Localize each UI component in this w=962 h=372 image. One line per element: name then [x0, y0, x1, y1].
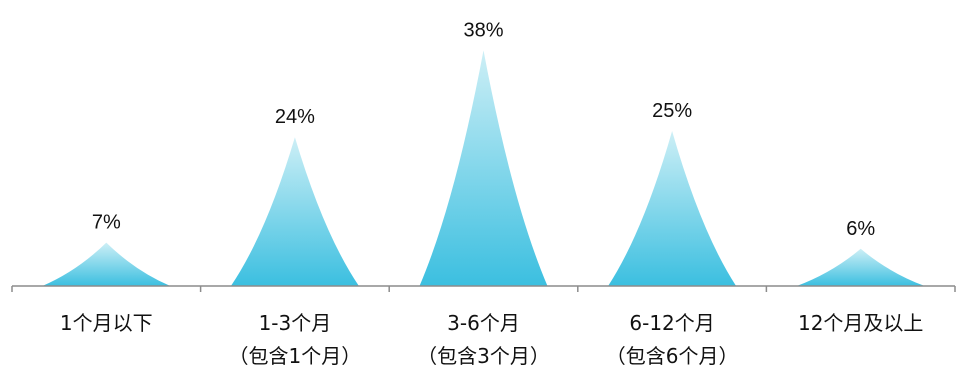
data-label-3: 38%: [463, 19, 503, 41]
category-label-3-line-2: （包含3个月）: [417, 344, 550, 368]
peak-4: [608, 131, 737, 286]
data-label-1: 7%: [92, 212, 121, 234]
category-label-1: 1个月以下: [60, 311, 153, 335]
peak-3: [419, 50, 548, 287]
x-axis: [11, 285, 956, 292]
data-label-4: 25%: [652, 100, 692, 122]
chart-marks: [42, 50, 925, 287]
data-label-5: 6%: [846, 218, 875, 240]
peak-1: [42, 242, 171, 286]
peak-5: [796, 248, 925, 286]
category-label-4-line-2: （包含6个月）: [606, 344, 739, 368]
data-label-2: 24%: [275, 106, 315, 128]
chart-labels: 7% 1个月以下 24% 1-3个月 （包含1个月） 38% 3-6个月 （包含3个月） 25%…: [60, 19, 923, 368]
category-label-4-line-1: 6-12个月: [629, 311, 714, 335]
category-label-2-line-2: （包含1个月）: [229, 344, 362, 368]
peak-2: [230, 137, 359, 286]
category-label-5: 12个月及以上: [798, 311, 923, 335]
category-label-2-line-1: 1-3个月: [259, 311, 332, 335]
category-label-3-line-1: 3-6个月: [447, 311, 520, 335]
